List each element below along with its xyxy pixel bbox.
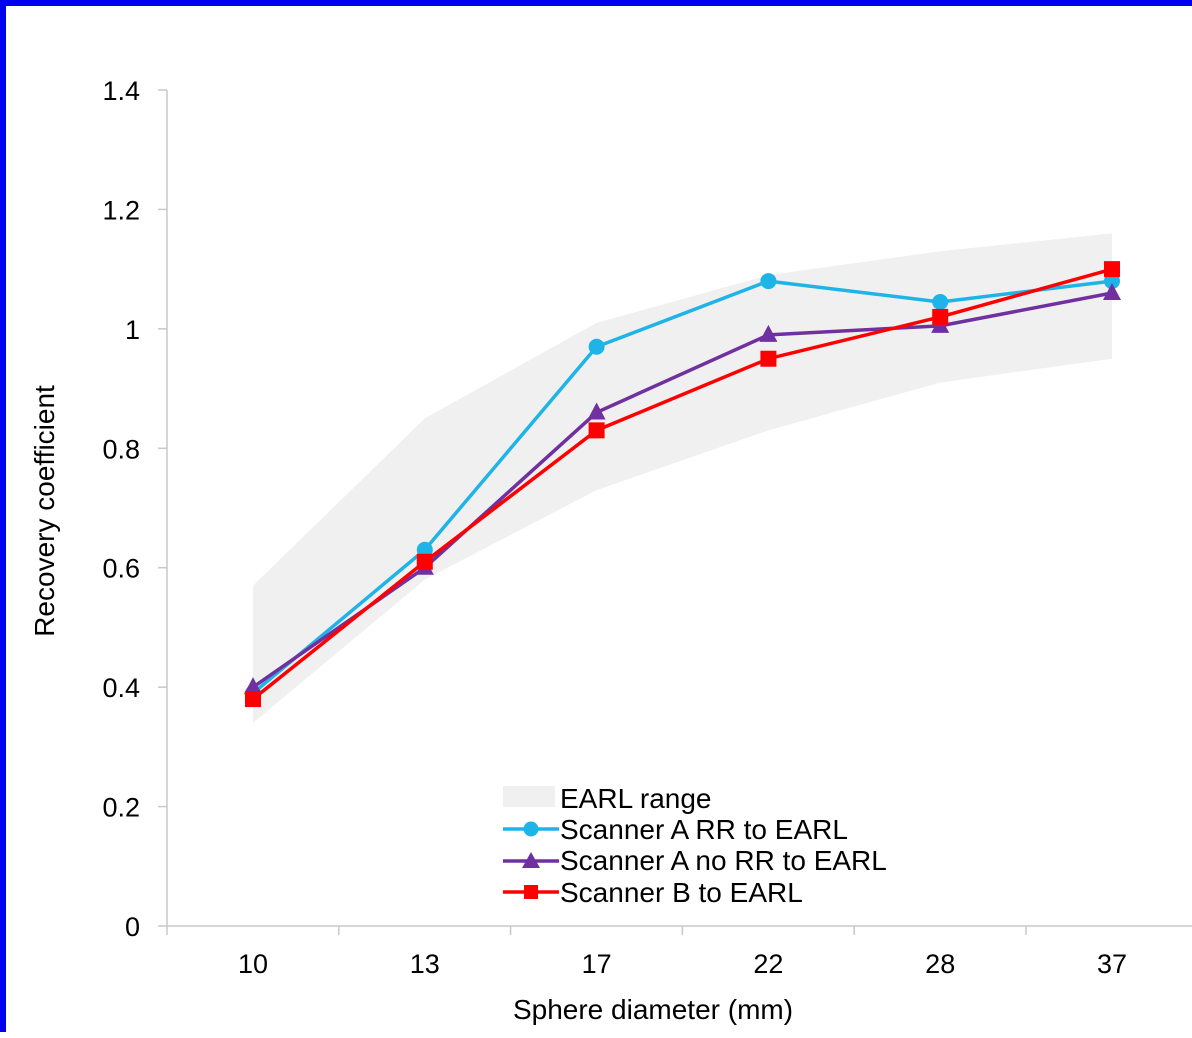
data-point-scanner-a-rr-to-earl — [760, 273, 777, 290]
data-point-scanner-a-no-rr-to-earl — [244, 677, 262, 695]
x-tick-label: 13 — [410, 949, 440, 979]
y-axis-title: Recovery coefficient — [29, 385, 60, 637]
series-line-scanner-a-no-rr-to-earl — [252, 291, 1113, 689]
legend-label-earl-range: EARL range — [560, 783, 712, 814]
x-ticks: 10 13 17 22 28 37 — [166, 926, 1127, 979]
legend-label-scanner-a-rr: Scanner A RR to EARL — [560, 814, 848, 845]
earl-range-band — [253, 233, 1112, 723]
series-scanner-b-to-earl — [245, 261, 1120, 708]
x-tick-label: 17 — [582, 949, 612, 979]
x-tick-label: 10 — [238, 949, 268, 979]
series-layer — [244, 261, 1121, 708]
data-point-scanner-b-to-earl — [1104, 261, 1120, 278]
line-chart: 0 0.2 0.4 0.6 0.8 1 1.2 1.4 10 13 17 22 28 37 Recove… — [29, 76, 1192, 1025]
legend-label-scanner-b: Scanner B to EARL — [560, 877, 803, 908]
series-line-scanner-a-rr-to-earl — [251, 279, 1113, 695]
legend-swatch-earl-range — [503, 786, 555, 807]
x-axis-title: Sphere diameter (mm) — [513, 994, 793, 1025]
data-point-scanner-a-no-rr-to-earl — [759, 324, 778, 342]
y-tick-label: 0.6 — [102, 554, 140, 584]
y-tick-label: 0.4 — [102, 673, 140, 703]
data-point-scanner-a-rr-to-earl — [932, 293, 949, 310]
legend-marker-scanner-b — [524, 885, 538, 899]
data-point-scanner-b-to-earl — [245, 691, 261, 708]
y-ticks: 0 0.2 0.4 0.6 0.8 1 1.2 1.4 — [102, 76, 167, 942]
x-tick-label: 22 — [753, 949, 783, 979]
x-tick-label: 37 — [1097, 949, 1127, 979]
data-point-scanner-a-no-rr-to-earl — [587, 402, 606, 420]
earl-range-band-layer — [253, 233, 1112, 723]
legend-label-scanner-a-no-rr: Scanner A no RR to EARL — [560, 845, 887, 876]
series-line-scanner-b-to-earl — [251, 267, 1113, 701]
legend-marker-scanner-a-no-rr — [522, 852, 540, 868]
y-tick-label: 1.2 — [102, 195, 140, 225]
data-point-scanner-a-no-rr-to-earl — [1103, 283, 1121, 301]
legend-marker-scanner-a-rr — [523, 821, 539, 837]
y-tick-label: 1 — [125, 315, 140, 345]
data-point-scanner-b-to-earl — [588, 422, 605, 439]
y-tick-label: 0 — [125, 912, 140, 942]
y-tick-label: 1.4 — [102, 76, 140, 106]
data-point-scanner-a-rr-to-earl — [588, 338, 605, 355]
data-point-scanner-b-to-earl — [760, 350, 777, 367]
y-tick-label: 0.8 — [102, 434, 140, 464]
data-point-scanner-b-to-earl — [416, 553, 433, 570]
legend: EARL range Scanner A RR to EARL Scanner … — [503, 783, 887, 908]
y-tick-label: 0.2 — [102, 793, 140, 823]
data-point-scanner-b-to-earl — [932, 308, 949, 325]
x-tick-label: 28 — [925, 949, 955, 979]
